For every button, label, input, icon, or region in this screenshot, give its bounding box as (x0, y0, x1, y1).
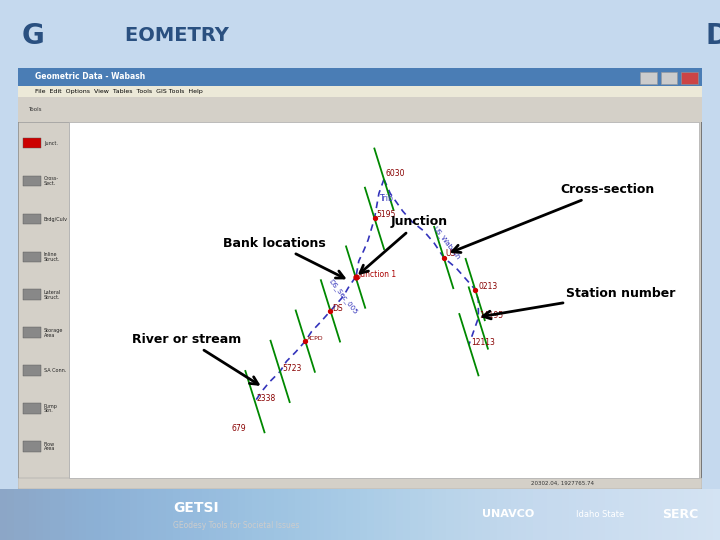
Text: Station number: Station number (483, 287, 676, 319)
Text: 14195: 14195 (480, 310, 504, 320)
Text: Storage
Area: Storage Area (44, 328, 63, 338)
Text: Geometric Data - Wabash: Geometric Data - Wabash (35, 72, 145, 82)
Bar (18, 86, 702, 97)
Text: Brdg/Culv: Brdg/Culv (44, 217, 68, 221)
Bar (24, 403, 40, 414)
Text: Idaho State: Idaho State (576, 510, 624, 519)
Text: UNAVCO: UNAVCO (482, 509, 535, 519)
Bar (24, 289, 40, 300)
Bar (18, 68, 702, 86)
Text: 5195: 5195 (377, 210, 396, 219)
Text: Junct.: Junct. (44, 141, 58, 146)
Text: 2338: 2338 (257, 394, 276, 403)
Text: Junction 1: Junction 1 (359, 270, 397, 279)
Text: Junction: Junction (360, 215, 447, 273)
Text: Bank locations: Bank locations (223, 237, 344, 278)
Bar (24, 365, 40, 376)
Text: SA Conn.: SA Conn. (44, 368, 66, 373)
Bar (24, 252, 40, 262)
Text: 679: 679 (232, 424, 246, 433)
Text: GEodesy Tools for Societal Issues: GEodesy Tools for Societal Issues (173, 521, 300, 530)
Bar (24, 176, 40, 186)
Bar (18, 122, 69, 489)
Text: 12113: 12113 (471, 338, 495, 347)
Text: DS_Sec_005: DS_Sec_005 (328, 278, 359, 315)
Text: US: US (446, 249, 456, 259)
Bar (24, 138, 40, 148)
Bar (24, 441, 40, 451)
Text: 5723: 5723 (282, 364, 302, 373)
Bar (69, 122, 698, 478)
Text: 20302.04, 1927765.74: 20302.04, 1927765.74 (531, 481, 594, 486)
Text: Lateral
Struct.: Lateral Struct. (44, 290, 61, 300)
Bar (18, 97, 702, 122)
Text: Inline
Struct.: Inline Struct. (44, 252, 60, 262)
Bar (24, 327, 40, 338)
Text: GETSI: GETSI (173, 501, 218, 515)
Text: Trib: Trib (379, 194, 393, 203)
Text: SERC: SERC (662, 508, 698, 521)
Bar (661, 72, 678, 84)
Text: D: D (706, 22, 720, 50)
Bar (681, 72, 698, 84)
Text: 6030: 6030 (386, 170, 405, 178)
Text: File  Edit  Options  View  Tables  Tools  GIS Tools  Help: File Edit Options View Tables Tools GIS … (35, 89, 203, 94)
Text: XCPD: XCPD (307, 336, 324, 341)
Text: EOMETRY: EOMETRY (125, 26, 236, 45)
Text: US_Wabash: US_Wabash (431, 225, 462, 261)
Text: Cross-section: Cross-section (452, 184, 654, 253)
Text: Cross-
Sect.: Cross- Sect. (44, 177, 59, 186)
Text: River or stream: River or stream (132, 333, 258, 384)
Text: Pump
Stn.: Pump Stn. (44, 404, 58, 414)
Text: G: G (22, 22, 45, 50)
Text: Tools: Tools (28, 107, 42, 112)
Bar (641, 72, 657, 84)
Text: DS: DS (333, 304, 343, 313)
Text: 0213: 0213 (478, 282, 498, 291)
Bar (18, 478, 702, 489)
Text: Flow
Area: Flow Area (44, 442, 55, 451)
Bar (24, 214, 40, 224)
